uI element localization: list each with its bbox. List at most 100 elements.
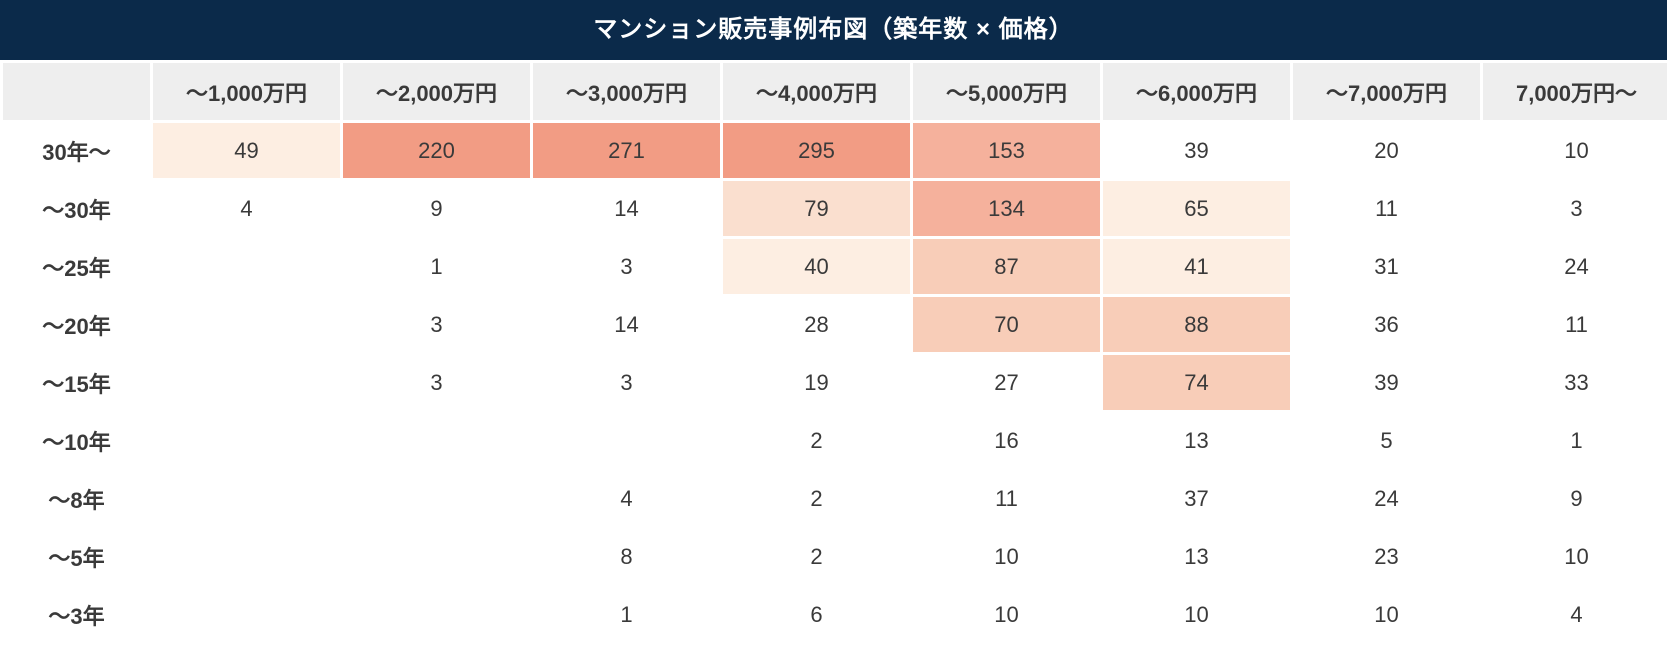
table-cell: 88 [1102, 296, 1292, 354]
table-cell: 11 [1482, 296, 1667, 354]
row-label: ～5年 [2, 528, 152, 586]
table-cell: 10 [912, 528, 1102, 586]
table-cell: 4 [532, 470, 722, 528]
row-label: ～8年 [2, 470, 152, 528]
table-cell: 271 [532, 122, 722, 180]
chart-wrapper: マンション販売事例布図（築年数 × 価格） ～1,000万円～2,000万円～3… [0, 0, 1667, 594]
table-cell: 220 [342, 122, 532, 180]
table-cell: 1 [532, 586, 722, 644]
table-cell: 153 [912, 122, 1102, 180]
table-cell [342, 586, 532, 644]
table-cell: 49 [152, 122, 342, 180]
table-cell: 3 [532, 354, 722, 412]
column-header: ～1,000万円 [152, 62, 342, 122]
table-body: 30年～49220271295153392010～30年491479134651… [2, 122, 1667, 644]
table-cell: 31 [1292, 238, 1482, 296]
table-cell: 3 [342, 296, 532, 354]
table-cell: 4 [1482, 586, 1667, 644]
row-label: ～15年 [2, 354, 152, 412]
table-cell: 39 [1292, 354, 1482, 412]
row-label: ～3年 [2, 586, 152, 644]
row-label: ～30年 [2, 180, 152, 238]
table-cell [152, 470, 342, 528]
column-header: ～2,000万円 [342, 62, 532, 122]
table-cell [152, 238, 342, 296]
column-header: 7,000万円～ [1482, 62, 1667, 122]
row-label: 30年～ [2, 122, 152, 180]
table-cell: 24 [1292, 470, 1482, 528]
table-cell: 13 [1102, 412, 1292, 470]
table-row: ～3年161010104 [2, 586, 1667, 644]
table-cell: 2 [722, 528, 912, 586]
table-cell: 19 [722, 354, 912, 412]
heatmap-table: ～1,000万円～2,000万円～3,000万円～4,000万円～5,000万円… [0, 60, 1667, 645]
table-cell: 4 [152, 180, 342, 238]
table-cell: 39 [1102, 122, 1292, 180]
table-cell: 2 [722, 470, 912, 528]
table-cell [152, 586, 342, 644]
table-cell: 20 [1292, 122, 1482, 180]
table-cell [532, 412, 722, 470]
table-cell: 10 [1482, 528, 1667, 586]
table-cell: 65 [1102, 180, 1292, 238]
table-cell: 87 [912, 238, 1102, 296]
table-cell: 11 [912, 470, 1102, 528]
table-cell: 14 [532, 180, 722, 238]
table-cell: 9 [342, 180, 532, 238]
corner-cell [2, 62, 152, 122]
table-row: 30年～49220271295153392010 [2, 122, 1667, 180]
table-cell [152, 412, 342, 470]
table-cell: 79 [722, 180, 912, 238]
table-cell: 10 [1292, 586, 1482, 644]
table-cell: 1 [342, 238, 532, 296]
table-cell: 5 [1292, 412, 1482, 470]
table-cell: 27 [912, 354, 1102, 412]
column-header: ～5,000万円 [912, 62, 1102, 122]
row-label: ～20年 [2, 296, 152, 354]
table-cell: 9 [1482, 470, 1667, 528]
table-cell: 3 [1482, 180, 1667, 238]
table-cell: 70 [912, 296, 1102, 354]
table-cell: 14 [532, 296, 722, 354]
chart-title: マンション販売事例布図（築年数 × 価格） [0, 0, 1667, 60]
table-cell [152, 354, 342, 412]
table-cell: 16 [912, 412, 1102, 470]
table-cell: 6 [722, 586, 912, 644]
table-cell: 41 [1102, 238, 1292, 296]
table-cell: 36 [1292, 296, 1482, 354]
table-cell: 3 [532, 238, 722, 296]
table-cell: 23 [1292, 528, 1482, 586]
table-cell: 8 [532, 528, 722, 586]
row-label: ～10年 [2, 412, 152, 470]
table-cell [152, 528, 342, 586]
column-header: ～7,000万円 [1292, 62, 1482, 122]
table-cell: 10 [1482, 122, 1667, 180]
table-row: ～8年 421137249 [2, 470, 1667, 528]
table-cell: 295 [722, 122, 912, 180]
table-cell: 10 [1102, 586, 1292, 644]
table-cell [342, 528, 532, 586]
row-label: ～25年 [2, 238, 152, 296]
table-row: ～25年134087413124 [2, 238, 1667, 296]
table-header-row: ～1,000万円～2,000万円～3,000万円～4,000万円～5,000万円… [2, 62, 1667, 122]
table-cell: 74 [1102, 354, 1292, 412]
table-row: ～15年331927743933 [2, 354, 1667, 412]
table-cell: 13 [1102, 528, 1292, 586]
table-row: ～5年8210132310 [2, 528, 1667, 586]
table-cell: 134 [912, 180, 1102, 238]
table-cell: 2 [722, 412, 912, 470]
column-header: ～6,000万円 [1102, 62, 1292, 122]
table-cell: 10 [912, 586, 1102, 644]
table-cell: 3 [342, 354, 532, 412]
table-row: ～20年 3142870883611 [2, 296, 1667, 354]
column-header: ～3,000万円 [532, 62, 722, 122]
table-cell [152, 296, 342, 354]
table-cell [342, 470, 532, 528]
table-cell: 37 [1102, 470, 1292, 528]
table-cell: 33 [1482, 354, 1667, 412]
table-row: ～30年49147913465113 [2, 180, 1667, 238]
table-cell: 28 [722, 296, 912, 354]
column-header: ～4,000万円 [722, 62, 912, 122]
table-row: ～10年2161351 [2, 412, 1667, 470]
table-cell: 11 [1292, 180, 1482, 238]
